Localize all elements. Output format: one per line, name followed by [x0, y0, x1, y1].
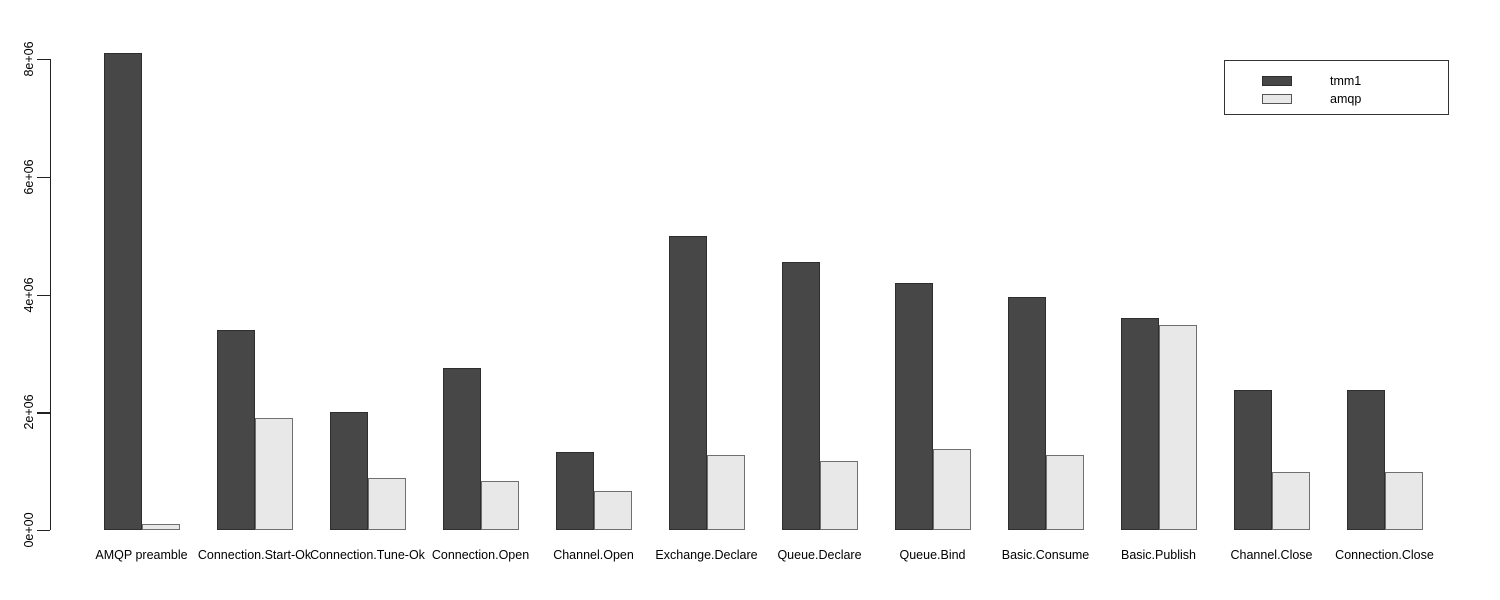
x-category-label-amqp-preamble: AMQP preamble — [95, 548, 188, 562]
legend-swatch-tmm1 — [1262, 76, 1292, 86]
y-axis-tick — [36, 412, 50, 414]
bar-amqp-queue-declare — [819, 460, 858, 530]
legend-label-tmm1: tmm1 — [1330, 74, 1362, 88]
x-category-label-basic-consume: Basic.Consume — [1001, 548, 1090, 562]
legend: tmm1 amqp — [1224, 60, 1449, 115]
bar-tmm1-queue-declare — [781, 262, 820, 530]
bar-tmm1-connection-tune-ok — [329, 412, 368, 530]
x-category-label-channel-close: Channel.Close — [1230, 548, 1313, 562]
bar-tmm1-connection-start-ok — [216, 329, 255, 530]
y-axis-tick-label: 6e+06 — [22, 159, 36, 195]
bar-amqp-connection-tune-ok — [367, 478, 406, 530]
bar-amqp-amqp-preamble — [141, 524, 180, 530]
bar-tmm1-channel-open — [555, 451, 594, 530]
x-category-label-connection-start-ok: Connection.Start-Ok — [197, 548, 312, 562]
legend-item-tmm1: tmm1 — [1225, 72, 1448, 90]
x-category-label-connection-close: Connection.Close — [1335, 548, 1434, 562]
bar-tmm1-connection-open — [442, 368, 481, 530]
x-category-label-queue-bind: Queue.Bind — [899, 548, 966, 562]
y-axis-tick — [36, 59, 50, 61]
bar-amqp-exchange-declare — [706, 454, 745, 530]
legend-item-amqp: amqp — [1225, 90, 1448, 108]
bar-amqp-basic-publish — [1158, 325, 1197, 530]
legend-swatch-amqp — [1262, 94, 1292, 104]
y-axis-tick — [36, 176, 50, 179]
bar-tmm1-exchange-declare — [668, 235, 707, 530]
bar-amqp-basic-consume — [1045, 454, 1084, 530]
bar-tmm1-queue-bind — [894, 282, 933, 530]
x-category-label-basic-publish: Basic.Publish — [1120, 548, 1197, 562]
bar-amqp-connection-start-ok — [254, 418, 293, 530]
x-category-label-connection-tune-ok: Connection.Tune-Ok — [310, 548, 425, 562]
bar-amqp-connection-close — [1384, 472, 1423, 530]
bar-tmm1-connection-close — [1346, 389, 1385, 530]
legend-label-amqp: amqp — [1330, 92, 1362, 106]
y-axis-tick-label: 0e+00 — [22, 512, 36, 548]
x-category-label-queue-declare: Queue.Declare — [777, 548, 862, 562]
bar-tmm1-basic-consume — [1007, 297, 1046, 530]
y-axis-tick — [36, 294, 50, 296]
bar-amqp-queue-bind — [932, 448, 971, 530]
bar-amqp-channel-close — [1271, 472, 1310, 530]
x-category-label-exchange-declare: Exchange.Declare — [655, 548, 758, 562]
x-category-label-connection-open: Connection.Open — [431, 548, 530, 562]
bar-tmm1-channel-close — [1233, 389, 1272, 530]
bar-tmm1-amqp-preamble — [103, 53, 142, 530]
y-axis-tick-label: 2e+06 — [22, 394, 36, 430]
bar-tmm1-basic-publish — [1120, 318, 1159, 530]
y-axis-tick — [36, 530, 50, 532]
y-axis-tick-label: 4e+06 — [22, 276, 36, 313]
y-axis-tick-label: 8e+06 — [22, 41, 36, 77]
bar-amqp-channel-open — [593, 490, 632, 530]
y-axis-line — [49, 59, 51, 530]
bar-amqp-connection-open — [480, 481, 519, 530]
x-category-label-channel-open: Channel.Open — [553, 548, 634, 562]
